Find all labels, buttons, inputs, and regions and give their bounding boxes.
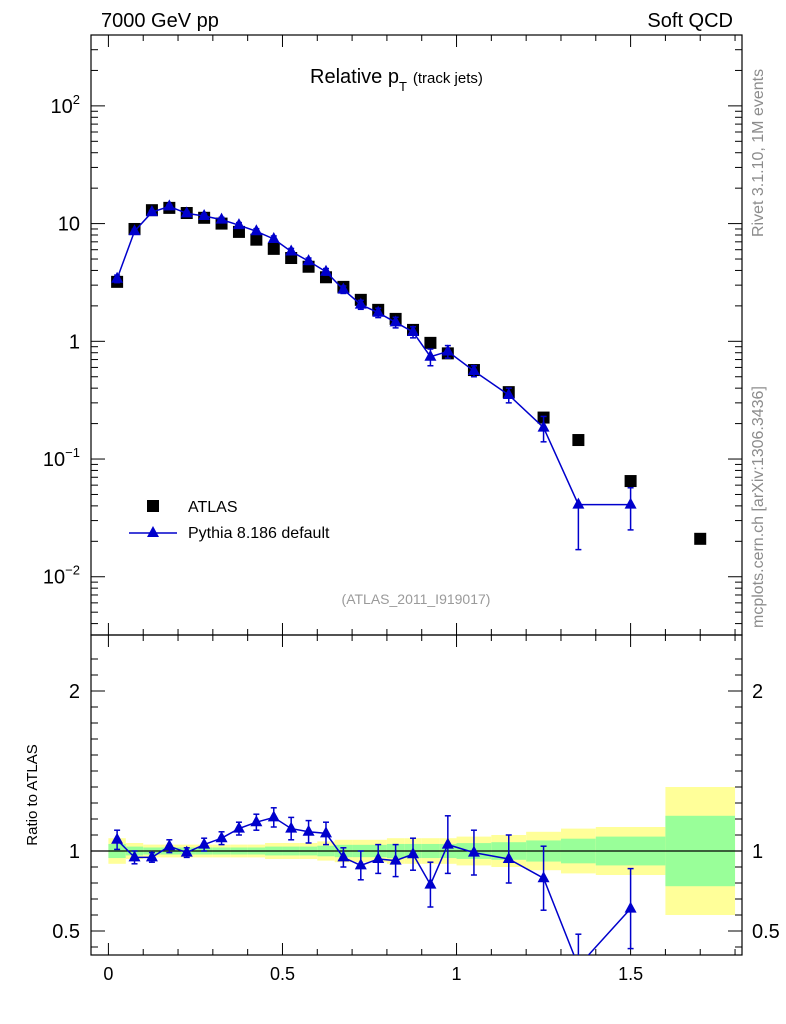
ratio-plot-frame	[90, 634, 743, 956]
pythia-point	[372, 305, 385, 317]
x-tick-label: 1.5	[618, 964, 643, 984]
pythia-point	[285, 244, 298, 256]
y-tick-label-main: 102	[51, 92, 80, 118]
ratio-point	[572, 959, 584, 970]
legend-atlas-label: ATLAS	[188, 499, 238, 516]
pythia-point	[163, 199, 176, 211]
atlas-point	[424, 336, 437, 349]
ratio-point	[180, 845, 193, 857]
title-suffix: (track jets)	[413, 70, 483, 87]
pythia-point	[572, 497, 585, 509]
atlas-point	[572, 434, 585, 447]
y-tick-label-ratio-right: 2	[752, 681, 763, 703]
ratio-point	[319, 826, 332, 838]
pythia-line	[116, 205, 631, 506]
pythia-point	[389, 315, 402, 327]
side-text-rivet: Rivet 3.1.10, 1M events	[750, 69, 767, 237]
ratio-point	[467, 845, 480, 857]
atlas-point	[267, 242, 280, 255]
pythia-point	[502, 387, 515, 399]
axis-ticks	[91, 34, 742, 955]
pythia-point	[215, 212, 228, 224]
pythia-point	[302, 254, 315, 266]
ratio-point	[424, 877, 437, 889]
title-sub: T	[399, 79, 407, 94]
header-left: 7000 GeV pp	[101, 10, 219, 32]
pythia-point	[424, 349, 437, 361]
ratio-point	[198, 837, 211, 849]
analysis-ref: (ATLAS_2011_I919017)	[342, 591, 491, 607]
y-tick-label-main: 1	[69, 331, 80, 353]
ratio-point	[537, 871, 550, 883]
y-tick-label-ratio-right: 1	[752, 841, 763, 863]
pythia-point	[232, 218, 245, 230]
ratio-point	[215, 831, 228, 843]
title-main: Relative p	[310, 66, 399, 88]
ratio-point	[372, 852, 385, 863]
ratio-point	[267, 810, 280, 822]
main-series	[111, 199, 707, 551]
pythia-point	[250, 224, 263, 236]
atlas-point	[624, 475, 637, 488]
pythia-point	[407, 324, 420, 336]
pythia-point	[145, 205, 158, 217]
ratio-point	[250, 815, 263, 827]
ratio-point	[302, 824, 315, 836]
pythia-point	[624, 497, 637, 509]
y-tick-label-ratio: 2	[69, 681, 80, 703]
y-tick-label-ratio: 1	[69, 841, 80, 863]
pythia-point	[441, 344, 454, 356]
atlas-point	[250, 233, 263, 246]
ratio-point	[407, 847, 420, 859]
ratio-ylabel: Ratio to ATLAS	[24, 744, 41, 845]
pythia-point	[537, 420, 550, 432]
x-tick-label: 0.5	[270, 964, 295, 984]
pythia-point	[319, 264, 332, 276]
legend-pythia-marker	[147, 526, 159, 537]
header-right: Soft QCD	[647, 10, 733, 32]
atlas-point	[694, 532, 707, 545]
y-tick-label-main: 10−2	[43, 563, 80, 589]
y-tick-label-main: 10−1	[43, 445, 80, 471]
ratio-point	[337, 850, 350, 862]
ratio-point	[145, 850, 158, 862]
y-tick-label-ratio-right: 0.5	[752, 921, 780, 943]
pythia-point	[337, 282, 350, 294]
ratio-point	[389, 853, 402, 865]
legend: ATLAS Pythia 8.186 default	[129, 499, 330, 542]
pythia-point	[111, 271, 124, 283]
pythia-point	[267, 231, 280, 243]
axis-tick-labels: 0 0.5 1 1.5 10−2 10−1 1 10 102 0.5 0.5 1 1 2 2	[43, 92, 780, 984]
ratio-series	[111, 807, 637, 970]
ratio-point	[624, 901, 637, 913]
side-text-mcplots: mcplots.cern.ch [arXiv:1306.3436]	[750, 386, 767, 628]
chart-title: Relative pT (track jets)	[310, 66, 483, 94]
pythia-point	[467, 363, 480, 375]
pythia-point	[354, 297, 367, 309]
ratio-point	[441, 837, 454, 849]
legend-pythia-label: Pythia 8.186 default	[188, 525, 330, 542]
ratio-point	[128, 850, 141, 862]
ratio-point	[111, 832, 124, 844]
pythia-point	[180, 206, 193, 218]
ratio-point	[163, 839, 176, 851]
ratio-point	[232, 821, 245, 833]
pythia-point	[128, 224, 141, 236]
y-tick-label-ratio: 0.5	[52, 921, 80, 943]
y-tick-label-main: 10	[58, 214, 80, 236]
legend-atlas-marker	[147, 500, 159, 512]
ratio-point	[354, 858, 367, 870]
x-tick-label: 0	[103, 964, 113, 984]
pythia-point	[198, 209, 211, 221]
ratio-point	[502, 852, 515, 863]
svg-text:Relative pT(track jets): Relative pT (track jets)	[310, 66, 483, 94]
ratio-point	[285, 821, 298, 833]
x-tick-label: 1	[452, 964, 462, 984]
